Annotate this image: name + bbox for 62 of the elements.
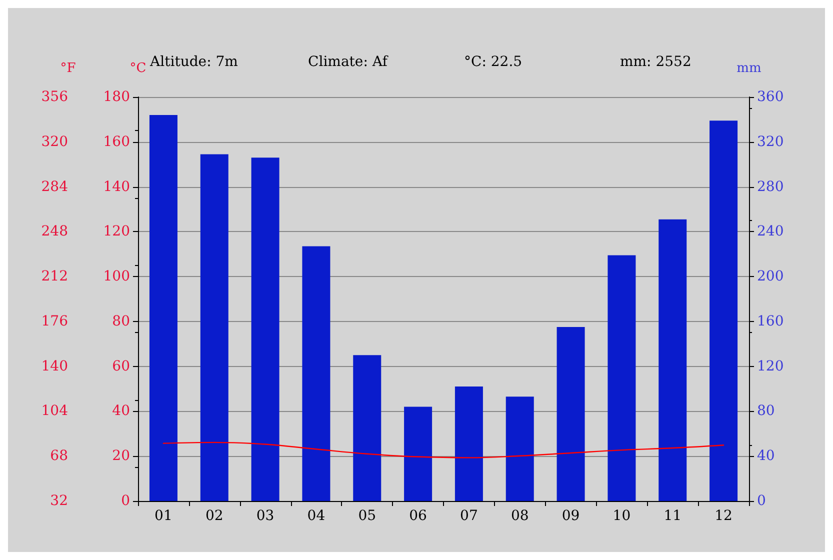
x-tick-label: 06 — [409, 508, 428, 524]
bar — [608, 255, 636, 501]
x-tick-label: 10 — [612, 508, 631, 524]
y2-tick-label: 320 — [757, 134, 784, 150]
y3-tick-label: 104 — [41, 403, 68, 420]
y3-tick-label: 176 — [41, 313, 68, 330]
y3-tick-label: 320 — [41, 134, 68, 150]
x-tick-label: 04 — [307, 508, 326, 524]
y-tick-label: 40 — [112, 403, 130, 420]
bar — [251, 158, 280, 501]
y3-tick-label: 68 — [50, 448, 68, 464]
y3-tick-label: 32 — [50, 493, 68, 509]
x-tick-label: 12 — [714, 508, 732, 524]
y-tick-label: 160 — [103, 134, 130, 150]
y3-tick-label: 284 — [41, 178, 68, 195]
bar — [302, 246, 330, 501]
bar — [404, 406, 432, 501]
y3-tick-label: 248 — [41, 224, 68, 240]
x-tick-label: 02 — [205, 508, 224, 524]
bar — [200, 154, 228, 501]
x-tick-label: 09 — [562, 508, 580, 524]
bar — [454, 386, 483, 501]
y-tick-label: 100 — [103, 268, 130, 285]
y2-tick-label: 160 — [757, 313, 784, 330]
y3-tick-label: 212 — [41, 268, 68, 285]
x-tick-label: 05 — [358, 508, 376, 524]
y2-tick-label: 280 — [757, 178, 784, 195]
text: °C: 22.5 — [464, 54, 522, 70]
x-tick-label: 03 — [256, 508, 274, 524]
bar — [658, 219, 687, 501]
bar — [149, 114, 178, 501]
bar — [556, 327, 585, 501]
y2-tick-label: 200 — [757, 268, 784, 285]
y-tick-label: 60 — [112, 358, 130, 374]
text: Climate: Af — [308, 54, 390, 70]
y2-axis-title: mm — [736, 61, 762, 76]
x-tick-label: 01 — [154, 508, 172, 524]
y2-tick-label: 240 — [757, 224, 784, 240]
text: Altitude: 7m — [149, 54, 238, 70]
y3-tick-label: 356 — [41, 89, 68, 105]
y3-axis-title: °F — [60, 61, 76, 76]
y-axis-title: °C — [130, 61, 146, 76]
y-tick-label: 120 — [103, 224, 130, 240]
y3-tick-label: 140 — [41, 358, 68, 374]
y-tick-label: 140 — [103, 178, 130, 195]
y2-tick-label: 40 — [757, 448, 775, 464]
x-tick-label: 08 — [510, 508, 529, 524]
y-tick-label: 0 — [121, 493, 130, 509]
bar — [710, 120, 738, 501]
y-tick-label: 20 — [112, 448, 130, 464]
y2-tick-label: 360 — [757, 89, 784, 105]
x-tick-label: 07 — [460, 508, 478, 524]
line-series — [162, 442, 724, 458]
text: mm: 2552 — [620, 54, 692, 70]
bar — [353, 355, 382, 501]
x-tick-label: 11 — [664, 508, 682, 524]
y-tick-label: 180 — [103, 89, 130, 105]
y2-tick-label: 120 — [757, 358, 784, 374]
y2-tick-label: 0 — [757, 493, 766, 509]
y2-tick-label: 80 — [757, 403, 775, 420]
y-tick-label: 80 — [112, 313, 130, 330]
bar — [506, 396, 534, 501]
